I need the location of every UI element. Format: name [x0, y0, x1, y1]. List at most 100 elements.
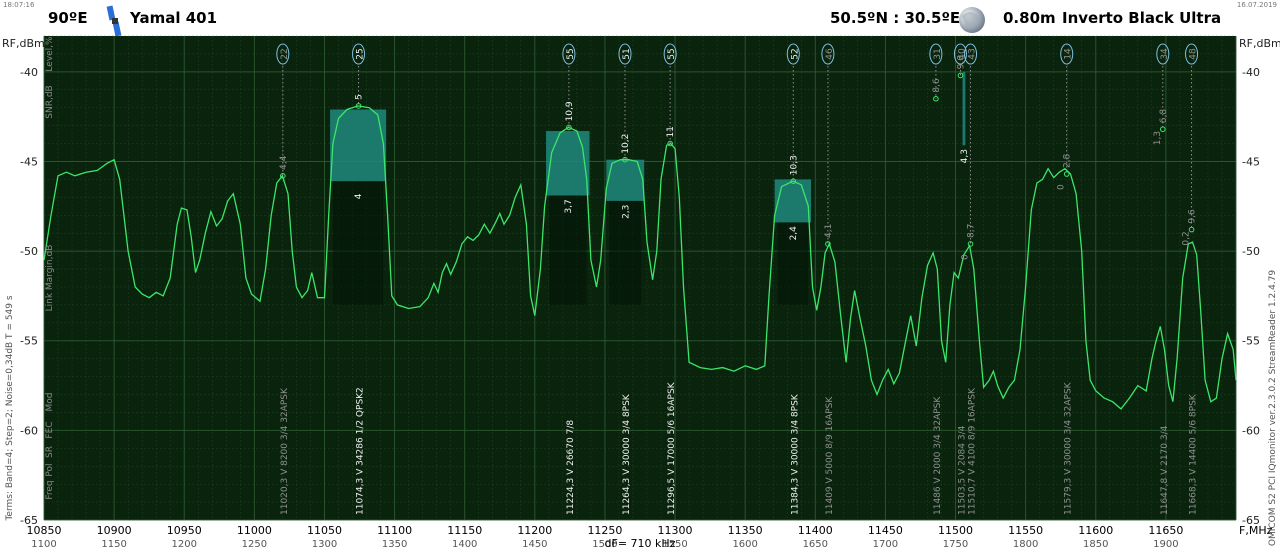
level-value: 40 [957, 48, 967, 60]
level-badge [821, 43, 835, 65]
x-tick-label: 11600 [1078, 524, 1113, 537]
satellite-position: 90ºE [48, 9, 88, 27]
snr-secondary: 1,3 [1153, 131, 1163, 145]
snr-value: 5 [355, 94, 365, 100]
bottom-vertical-label: FEC [45, 421, 55, 438]
x-tick-label: 11100 [377, 524, 412, 537]
y-tick-label-right: -65 [1242, 514, 1260, 527]
level-badge [786, 43, 800, 65]
block-snr-label: 4,3 [960, 149, 970, 163]
x-tick-label-if: 1200 [172, 539, 197, 550]
y-tick-label-left: -45 [20, 155, 38, 168]
snr-value: 10,9 [565, 101, 575, 121]
bottom-vertical-label: SR [45, 446, 55, 458]
signal-blocks [330, 71, 966, 305]
signal-block-shadow [333, 181, 384, 305]
transponder-params: 11384,3 V 30000 3/4 8PSK [790, 393, 800, 515]
satellite-name: Yamal 401 [130, 9, 218, 27]
level-badge [618, 43, 632, 65]
x-tick-label-if: 1550 [662, 539, 687, 550]
signal-block [330, 109, 387, 182]
y-tick-label-left: -50 [20, 245, 38, 258]
level-value: 25 [356, 48, 366, 59]
level-value: 55 [566, 48, 576, 59]
x-tick-label: 11000 [237, 524, 272, 537]
x-tick-label-if: 1850 [1083, 539, 1108, 550]
y-tick-label-left: -60 [20, 424, 38, 437]
level-value: 52 [790, 48, 800, 59]
x-axis-title: F,MHz [1239, 524, 1273, 537]
y-tick-label-right: -60 [1242, 424, 1260, 437]
signal-block-shadow [609, 200, 642, 305]
x-tick-label: 11250 [587, 524, 622, 537]
x-tick-label-if: 1250 [242, 539, 267, 550]
y-tick-label-left: -55 [20, 335, 38, 348]
block-snr-label: 4 [354, 193, 364, 199]
transponder-params: 11647,8 V 2170 3/4 [1160, 425, 1170, 515]
snr-secondary: 0 [1057, 184, 1067, 190]
lnb-model: Inverto Black Ultra [1062, 9, 1222, 27]
snr-secondary: 0,2 [1182, 231, 1192, 245]
x-tick-label: 11200 [517, 524, 552, 537]
df-label: dF= 710 kHz [605, 537, 676, 550]
x-tick-label-if: 1500 [592, 539, 617, 550]
x-tick-label: 10900 [97, 524, 132, 537]
level-value: 55 [667, 48, 677, 59]
y-axis-title-right: RF,dBm [1239, 37, 1280, 50]
signal-block [962, 71, 966, 146]
x-tick-label: 11150 [447, 524, 482, 537]
signal-block-shadow [549, 195, 587, 305]
transponder-params: 11409 V 5000 8/9 16APSK [825, 396, 835, 515]
transponder-params: 11224,3 V 26670 7/8 [566, 420, 576, 515]
y-tick-label-left: -65 [20, 514, 38, 527]
signal-block [774, 179, 812, 223]
transponder-params: 11264,3 V 30000 3/4 8PSK [622, 393, 632, 515]
x-tick-label: 11550 [1008, 524, 1043, 537]
snr-point [1188, 226, 1195, 233]
x-tick-label: 11400 [798, 524, 833, 537]
terms-label: Terms: Band=4; Step=2; Noise=0,34dB T = … [5, 295, 15, 521]
transponder-params: 11579,3 V 30000 3/4 32APSK [1064, 381, 1074, 515]
level-badge [929, 43, 943, 65]
level-badge [964, 43, 978, 65]
x-tick-label-if: 1450 [522, 539, 547, 550]
snr-point [957, 72, 964, 79]
x-tick-label-if: 1150 [101, 539, 126, 550]
transponder-params: 11020,3 V 8200 3/4 32APSK [280, 387, 290, 515]
signal-block [606, 159, 645, 201]
block-snr-label: 2,3 [621, 205, 631, 219]
bottom-vertical-label: Mod [45, 393, 55, 412]
x-tick-label-if: 1900 [1153, 539, 1178, 550]
bottom-vertical-label: Freq [45, 480, 55, 499]
x-tick-label: 11300 [658, 524, 693, 537]
snr-value: 9,6 [1188, 209, 1198, 224]
left-vertical-label: Level,% [45, 36, 55, 72]
x-axis: 10850 1100 10900 1150 10950 1200 11000 1250 1105… [27, 524, 1273, 550]
transponder-params: 11503,5 V 2084 3/4 [957, 425, 967, 515]
software-info: OMICOM S2 PCI IQmonitor ver.2.3.0.2 Stre… [1268, 270, 1278, 547]
snr-secondary: 0 [961, 254, 971, 260]
snr-point [566, 124, 572, 131]
x-tick-label-if: 1300 [312, 539, 337, 550]
transponder-params: 11486 V 2000 3/4 32APSK [933, 396, 943, 515]
y-tick-label-right: -45 [1242, 155, 1260, 168]
snr-value: 6,8 [1159, 109, 1169, 124]
transponder-params: 11510,7 V 4100 8/9 16APSK [968, 387, 978, 515]
snr-point [967, 241, 974, 247]
block-snr-label: 2,4 [789, 226, 799, 241]
location-coordinates: 50.5ºN : 30.5ºE [830, 9, 961, 27]
snr-point [790, 178, 797, 184]
side-labels: Level,% SNR,dB Link Margin,dB Mod FEC SR Pol Fr… [5, 36, 1278, 546]
x-tick-label-if: 1100 [31, 539, 56, 550]
level-badge [953, 43, 967, 65]
level-badge [562, 43, 576, 65]
snr-value: 4,1 [824, 224, 834, 238]
x-tick-label: 10950 [167, 524, 202, 537]
y-tick-label-right: -55 [1242, 335, 1260, 348]
snr-value: 4,4 [279, 155, 289, 170]
y-tick-label-left: -40 [20, 66, 38, 79]
level-value: 34 [1160, 48, 1170, 60]
snr-point [622, 156, 628, 163]
dish-size: 0.80m [1003, 9, 1056, 27]
